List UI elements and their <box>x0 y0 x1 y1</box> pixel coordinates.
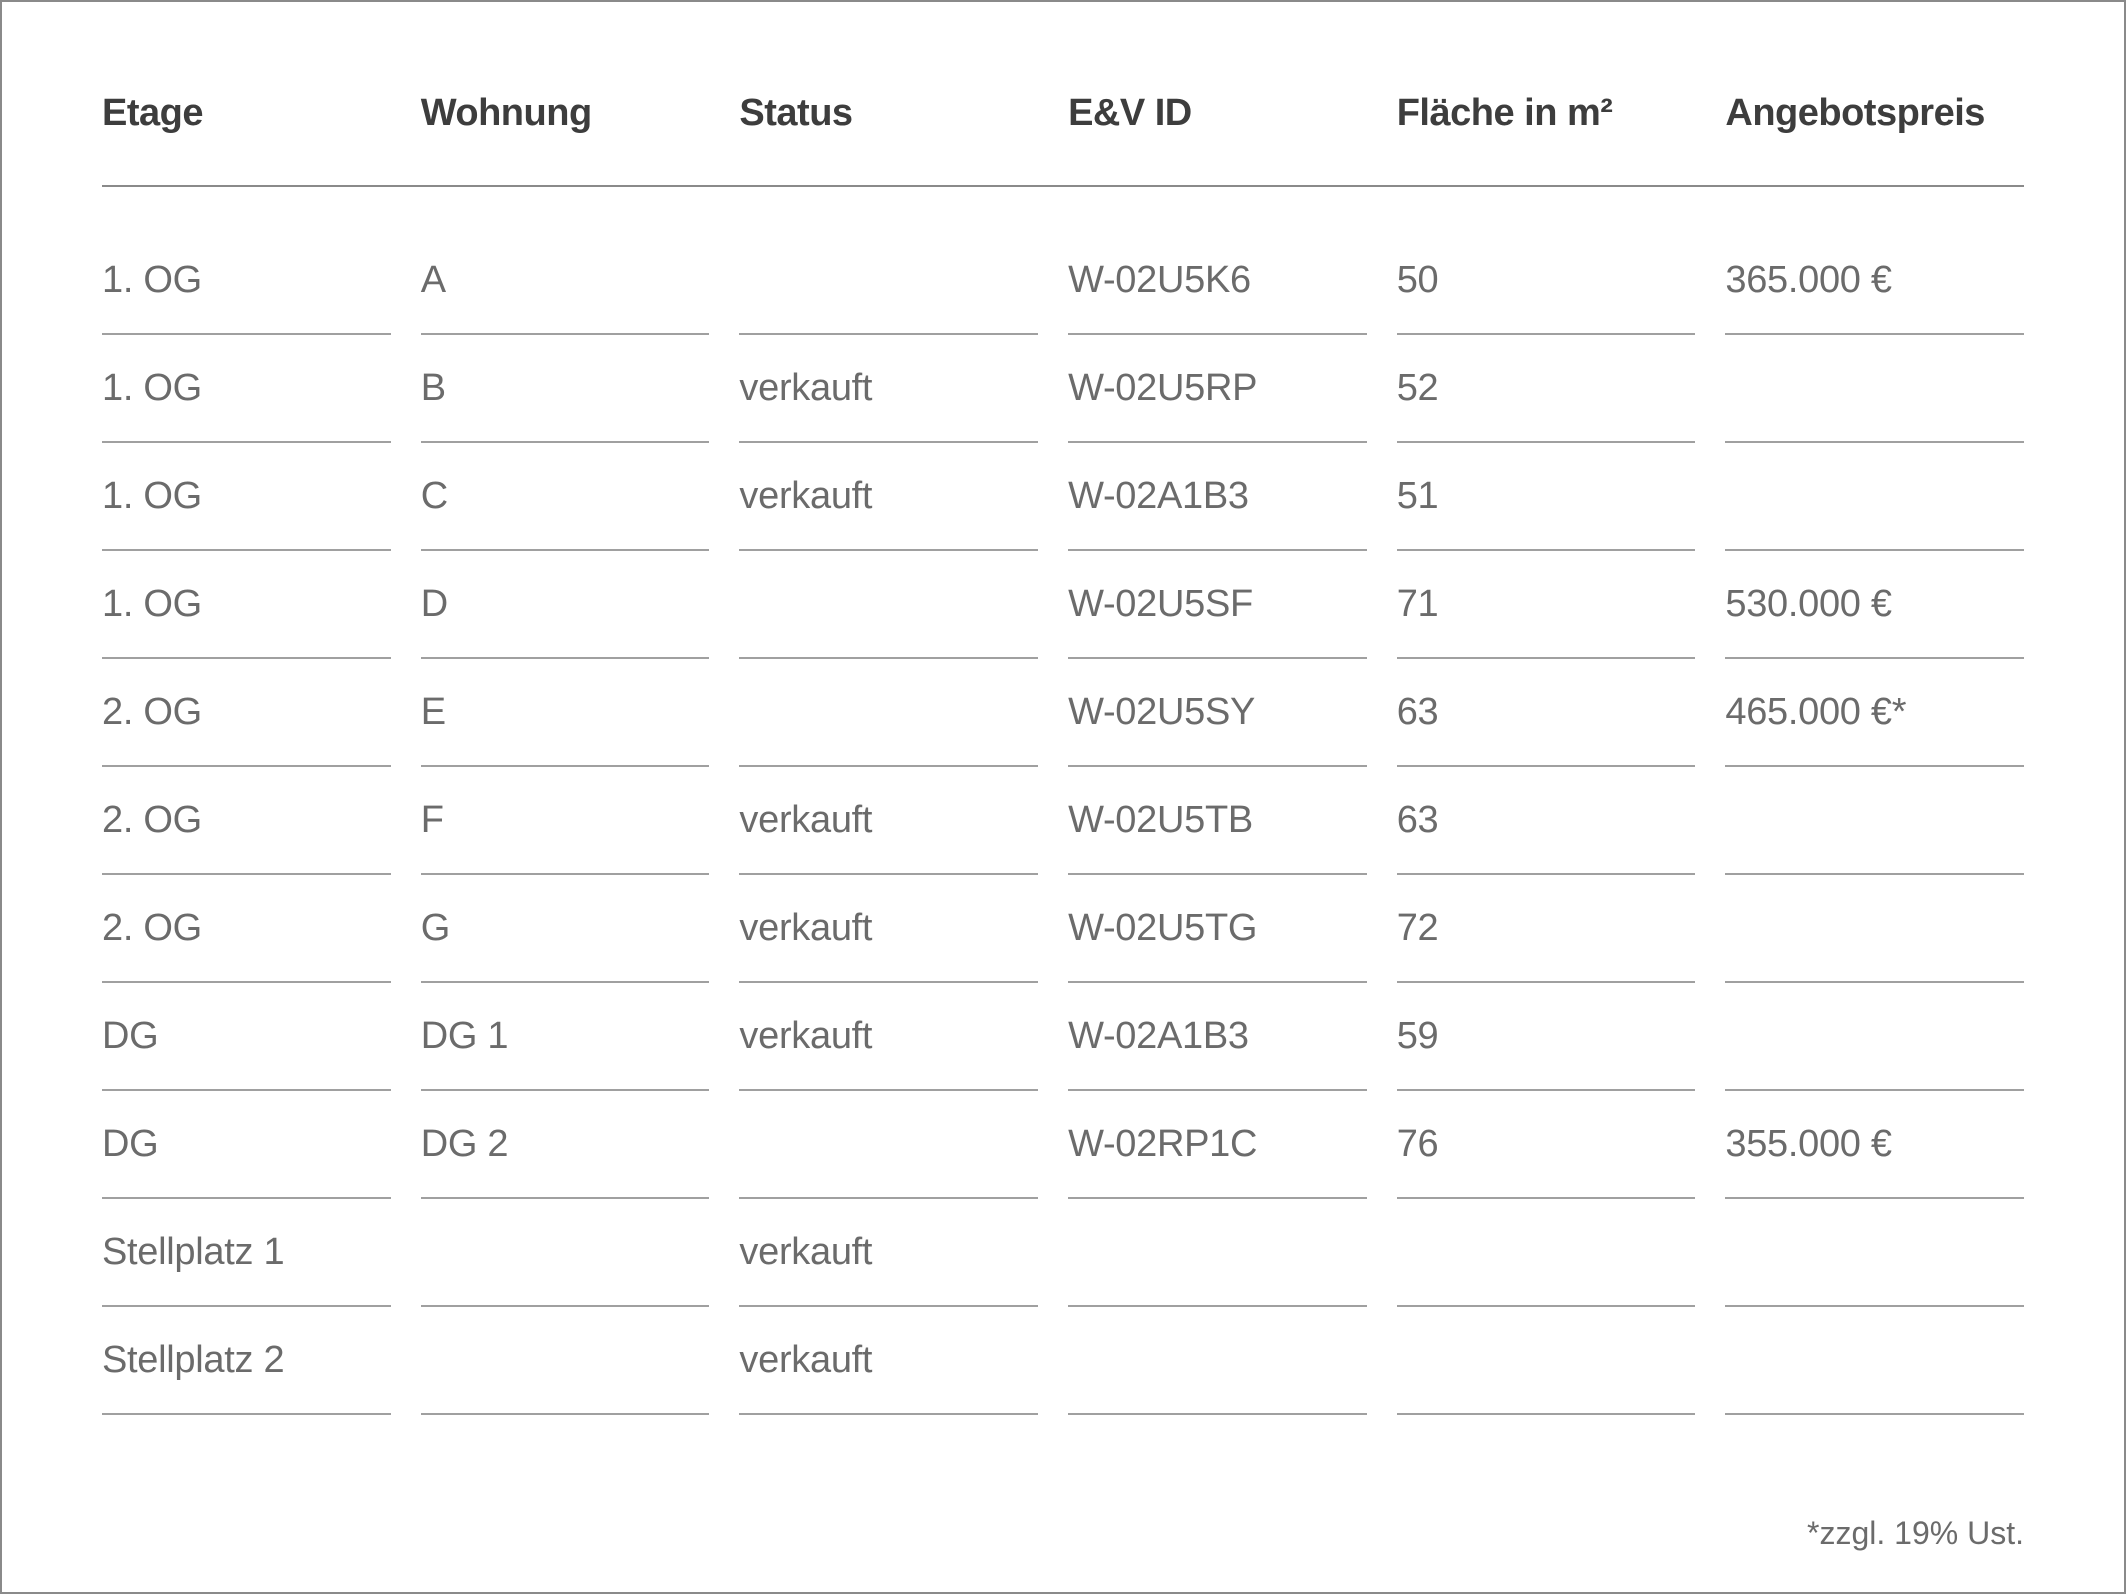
cell-wohnung: F <box>421 767 710 875</box>
cell-etage: Stellplatz 1 <box>102 1199 391 1307</box>
cell-etage: 1. OG <box>102 227 391 335</box>
cell-flaeche: 76 <box>1397 1091 1696 1199</box>
cell-status <box>739 227 1038 335</box>
cell-evid: W-02U5SY <box>1068 659 1367 767</box>
cell-wohnung: A <box>421 227 710 335</box>
cell-flaeche <box>1397 1199 1696 1307</box>
cell-wohnung: D <box>421 551 710 659</box>
col-header-status: Status <box>739 92 1038 135</box>
cell-preis <box>1725 335 2024 443</box>
col-etage: 1. OG 1. OG 1. OG 1. OG 2. OG 2. OG 2. O… <box>102 227 391 1415</box>
cell-preis <box>1725 767 2024 875</box>
cell-etage: 1. OG <box>102 443 391 551</box>
cell-status: verkauft <box>739 443 1038 551</box>
cell-flaeche: 71 <box>1397 551 1696 659</box>
cell-preis <box>1725 1199 2024 1307</box>
col-status: verkauft verkauft verkauft verkauft verk… <box>739 227 1038 1415</box>
col-preis: 365.000 € 530.000 € 465.000 €* 355.000 € <box>1725 227 2024 1415</box>
cell-preis <box>1725 983 2024 1091</box>
footnote-text: *zzgl. 19% Ust. <box>1807 1515 2024 1552</box>
cell-preis: 530.000 € <box>1725 551 2024 659</box>
cell-flaeche: 59 <box>1397 983 1696 1091</box>
cell-flaeche: 72 <box>1397 875 1696 983</box>
cell-wohnung: E <box>421 659 710 767</box>
table-frame: Etage Wohnung Status E&V ID Fläche in m²… <box>0 0 2126 1594</box>
cell-preis: 465.000 €* <box>1725 659 2024 767</box>
col-header-wohnung: Wohnung <box>421 92 710 135</box>
cell-wohnung: DG 1 <box>421 983 710 1091</box>
cell-preis: 365.000 € <box>1725 227 2024 335</box>
cell-status: verkauft <box>739 767 1038 875</box>
col-header-preis: Angebotspreis <box>1725 92 2024 135</box>
cell-evid <box>1068 1307 1367 1415</box>
col-flaeche: 50 52 51 71 63 63 72 59 76 <box>1397 227 1696 1415</box>
property-table: Etage Wohnung Status E&V ID Fläche in m²… <box>102 92 2024 1415</box>
cell-flaeche: 63 <box>1397 659 1696 767</box>
cell-preis: 355.000 € <box>1725 1091 2024 1199</box>
cell-status: verkauft <box>739 1307 1038 1415</box>
table-header-row: Etage Wohnung Status E&V ID Fläche in m²… <box>102 92 2024 187</box>
cell-flaeche: 52 <box>1397 335 1696 443</box>
cell-wohnung: C <box>421 443 710 551</box>
cell-etage: 1. OG <box>102 335 391 443</box>
cell-status: verkauft <box>739 983 1038 1091</box>
cell-evid: W-02U5TG <box>1068 875 1367 983</box>
cell-etage: 2. OG <box>102 659 391 767</box>
cell-preis <box>1725 875 2024 983</box>
cell-preis <box>1725 1307 2024 1415</box>
cell-evid: W-02U5K6 <box>1068 227 1367 335</box>
cell-status <box>739 1091 1038 1199</box>
cell-status <box>739 659 1038 767</box>
col-wohnung: A B C D E F G DG 1 DG 2 <box>421 227 710 1415</box>
cell-status: verkauft <box>739 875 1038 983</box>
cell-evid: W-02A1B3 <box>1068 983 1367 1091</box>
cell-preis <box>1725 443 2024 551</box>
cell-evid: W-02RP1C <box>1068 1091 1367 1199</box>
cell-wohnung <box>421 1307 710 1415</box>
cell-wohnung: G <box>421 875 710 983</box>
cell-status: verkauft <box>739 1199 1038 1307</box>
cell-flaeche: 63 <box>1397 767 1696 875</box>
col-evid: W-02U5K6 W-02U5RP W-02A1B3 W-02U5SF W-02… <box>1068 227 1367 1415</box>
cell-evid <box>1068 1199 1367 1307</box>
cell-flaeche: 51 <box>1397 443 1696 551</box>
cell-evid: W-02U5SF <box>1068 551 1367 659</box>
cell-status: verkauft <box>739 335 1038 443</box>
col-header-flaeche: Fläche in m² <box>1397 92 1696 135</box>
cell-etage: Stellplatz 2 <box>102 1307 391 1415</box>
cell-evid: W-02U5TB <box>1068 767 1367 875</box>
cell-etage: 1. OG <box>102 551 391 659</box>
cell-flaeche: 50 <box>1397 227 1696 335</box>
cell-etage: 2. OG <box>102 767 391 875</box>
cell-wohnung <box>421 1199 710 1307</box>
cell-flaeche <box>1397 1307 1696 1415</box>
cell-status <box>739 551 1038 659</box>
cell-wohnung: DG 2 <box>421 1091 710 1199</box>
cell-etage: 2. OG <box>102 875 391 983</box>
cell-wohnung: B <box>421 335 710 443</box>
col-header-evid: E&V ID <box>1068 92 1367 135</box>
cell-etage: DG <box>102 1091 391 1199</box>
cell-etage: DG <box>102 983 391 1091</box>
col-header-etage: Etage <box>102 92 391 135</box>
cell-evid: W-02U5RP <box>1068 335 1367 443</box>
cell-evid: W-02A1B3 <box>1068 443 1367 551</box>
table-body: 1. OG 1. OG 1. OG 1. OG 2. OG 2. OG 2. O… <box>102 227 2024 1415</box>
